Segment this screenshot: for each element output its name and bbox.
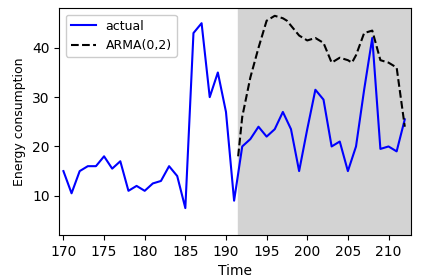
actual <box>215 71 220 74</box>
actual <box>134 184 139 188</box>
actual <box>313 88 318 92</box>
actual <box>69 192 74 195</box>
Y-axis label: Energy consumption: Energy consumption <box>14 58 26 186</box>
ARMA(0,2) <box>337 56 342 59</box>
actual <box>256 125 261 129</box>
actual <box>101 155 106 158</box>
actual <box>321 98 326 101</box>
ARMA(0,2) <box>345 59 350 62</box>
Line: actual: actual <box>64 23 405 208</box>
Bar <box>238 8 419 235</box>
actual <box>61 169 66 173</box>
actual <box>354 145 359 148</box>
actual <box>402 118 407 121</box>
actual <box>77 169 82 173</box>
actual <box>337 140 342 143</box>
actual <box>126 189 131 193</box>
actual <box>175 174 180 178</box>
actual <box>240 145 245 148</box>
ARMA(0,2) <box>285 19 290 22</box>
actual <box>232 199 237 202</box>
ARMA(0,2) <box>402 125 407 129</box>
actual <box>110 167 115 170</box>
actual <box>272 127 277 131</box>
actual <box>386 145 391 148</box>
ARMA(0,2) <box>354 53 359 57</box>
actual <box>159 179 164 183</box>
actual <box>93 164 98 168</box>
actual <box>280 110 285 114</box>
actual <box>329 145 334 148</box>
ARMA(0,2) <box>264 19 269 22</box>
actual <box>305 127 310 131</box>
actual <box>167 164 172 168</box>
actual <box>296 169 301 173</box>
ARMA(0,2) <box>329 61 334 64</box>
actual <box>394 150 399 153</box>
ARMA(0,2) <box>370 29 375 32</box>
ARMA(0,2) <box>296 34 301 37</box>
ARMA(0,2) <box>362 31 367 35</box>
Legend: actual, ARMA(0,2): actual, ARMA(0,2) <box>66 15 177 57</box>
ARMA(0,2) <box>288 24 293 27</box>
ARMA(0,2) <box>378 59 383 62</box>
actual <box>199 22 204 25</box>
actual <box>150 182 155 185</box>
actual <box>183 206 188 210</box>
actual <box>118 160 123 163</box>
ARMA(0,2) <box>305 39 310 42</box>
ARMA(0,2) <box>272 14 277 17</box>
actual <box>207 95 212 99</box>
ARMA(0,2) <box>349 61 354 64</box>
actual <box>85 164 90 168</box>
ARMA(0,2) <box>394 66 399 69</box>
actual <box>378 147 383 151</box>
actual <box>142 189 147 193</box>
ARMA(0,2) <box>280 17 285 20</box>
ARMA(0,2) <box>236 155 241 158</box>
actual <box>345 169 350 173</box>
actual <box>248 137 253 141</box>
actual <box>288 127 293 131</box>
actual <box>264 135 269 138</box>
X-axis label: Time: Time <box>218 265 252 279</box>
actual <box>362 88 367 92</box>
Line: ARMA(0,2): ARMA(0,2) <box>238 16 405 156</box>
actual <box>191 31 196 35</box>
actual <box>370 36 375 40</box>
ARMA(0,2) <box>317 39 322 42</box>
ARMA(0,2) <box>313 36 318 40</box>
ARMA(0,2) <box>321 41 326 45</box>
ARMA(0,2) <box>248 76 253 79</box>
ARMA(0,2) <box>256 46 261 50</box>
ARMA(0,2) <box>240 115 245 118</box>
actual <box>223 110 229 114</box>
ARMA(0,2) <box>386 61 391 64</box>
